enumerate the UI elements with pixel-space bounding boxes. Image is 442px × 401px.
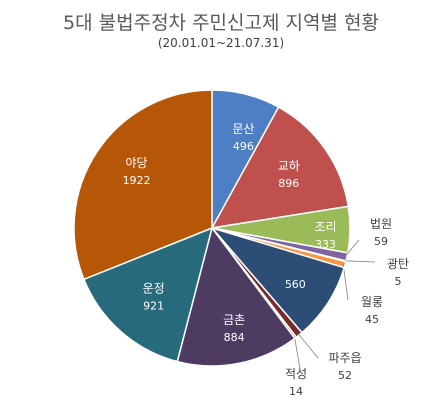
slice-label-4: 광탄 (387, 257, 409, 271)
slice-value-0: 496 (233, 140, 254, 153)
leader-line-4 (343, 260, 376, 263)
slice-label-5: 월롱 (361, 295, 383, 309)
slice-label-11: 야당 (126, 156, 148, 170)
slice-label-3: 법원 (370, 217, 392, 231)
slice-value-8: 14 (289, 385, 303, 398)
slice-label-9: 금촌 (223, 313, 245, 327)
slice-value-10: 921 (143, 299, 164, 312)
slice-value-11: 1922 (123, 174, 151, 187)
slice-value-3: 59 (374, 235, 388, 248)
slice-label-10: 운정 (143, 281, 165, 295)
pie-slice-11 (73, 89, 213, 281)
slice-value-6: 560 (285, 278, 306, 291)
slice-value-9: 884 (224, 331, 245, 344)
slice-label-8: 적성 (285, 367, 307, 381)
chart-subtitle: (20.01.01~21.07.31) (157, 36, 285, 50)
slice-value-7: 52 (338, 369, 352, 382)
slice-label-2: 조리 (314, 220, 336, 234)
chart-title: 5대 불법주정차 주민신고제 지역별 현황 (63, 12, 379, 34)
slice-label-1: 교하 (278, 159, 300, 173)
slice-label-0: 문산 (232, 122, 254, 136)
pie-slice-6 (209, 226, 346, 334)
slice-value-5: 45 (365, 313, 379, 326)
leader-line-3 (344, 239, 360, 257)
leader-line-7 (297, 333, 319, 359)
slice-value-4: 5 (395, 275, 402, 288)
pie-slice-1 (210, 106, 350, 229)
pie-slice-9 (176, 226, 296, 367)
leader-line-8 (294, 336, 301, 370)
pie-slice-10 (82, 226, 214, 363)
slice-value-1: 896 (278, 177, 299, 190)
slice-label-7: 파주읍 (328, 351, 361, 365)
